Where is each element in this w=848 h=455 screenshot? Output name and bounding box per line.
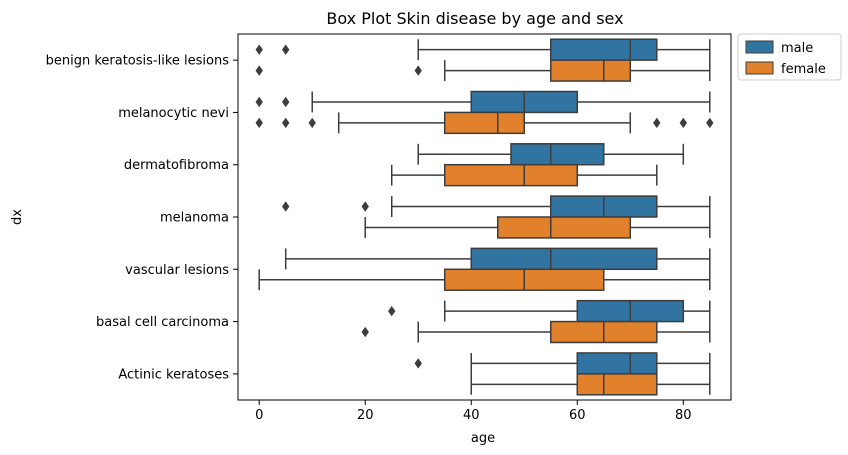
outlier-point bbox=[361, 201, 369, 212]
x-tick-label: 0 bbox=[255, 408, 263, 423]
x-tick-label: 40 bbox=[463, 408, 480, 423]
legend-swatch-male bbox=[745, 40, 774, 54]
legend-swatch-female bbox=[745, 61, 774, 75]
outlier-point bbox=[255, 44, 263, 55]
plot-area: 0 20 40 60 80 benign keratosis-like lesions me… bbox=[46, 33, 732, 423]
box-female bbox=[443, 111, 526, 135]
box-female bbox=[443, 163, 579, 187]
outlier-point bbox=[679, 117, 687, 129]
outlier-point bbox=[361, 326, 369, 338]
chart-title: Box Plot Skin disease by age and sex bbox=[326, 9, 623, 28]
x-axis-label: age bbox=[471, 431, 495, 446]
outlier-point bbox=[282, 201, 290, 212]
y-tick-label: melanocytic nevi bbox=[118, 106, 229, 121]
y-tick-label: basal cell carcinoma bbox=[96, 315, 229, 330]
outlier-point bbox=[255, 96, 263, 108]
outlier-point bbox=[282, 96, 290, 108]
y-tick-label: melanoma bbox=[160, 211, 229, 226]
outlier-point bbox=[255, 65, 263, 76]
outlier-point bbox=[282, 117, 290, 129]
y-axis-label: dx bbox=[10, 209, 25, 225]
outlier-point bbox=[653, 117, 661, 129]
y-tick-label: dermatofibroma bbox=[124, 158, 229, 173]
box-female bbox=[497, 216, 632, 239]
legend-label-female: female bbox=[781, 62, 826, 77]
box-male bbox=[510, 143, 605, 166]
outlier-point bbox=[414, 358, 422, 369]
box-male bbox=[470, 247, 658, 271]
legend: male female bbox=[737, 33, 842, 81]
outlier-point bbox=[282, 44, 290, 55]
x-tick-label: 60 bbox=[569, 408, 586, 423]
y-tick-label: Actinic keratoses bbox=[118, 367, 229, 382]
y-tick-label: vascular lesions bbox=[125, 263, 229, 278]
outlier-point bbox=[706, 117, 714, 129]
box-female bbox=[550, 59, 632, 82]
outlier-point bbox=[414, 65, 422, 76]
box-male bbox=[550, 38, 658, 61]
x-tick-label: 80 bbox=[675, 408, 692, 423]
x-tick-label: 20 bbox=[357, 408, 374, 423]
box-female bbox=[576, 373, 658, 396]
outlier-point bbox=[255, 117, 263, 129]
plot-frame bbox=[237, 33, 732, 401]
outlier-point bbox=[388, 305, 396, 317]
outlier-point bbox=[308, 117, 316, 129]
box-male bbox=[576, 352, 658, 375]
y-tick-label: benign keratosis-like lesions bbox=[46, 54, 230, 69]
legend-label-male: male bbox=[781, 41, 813, 56]
